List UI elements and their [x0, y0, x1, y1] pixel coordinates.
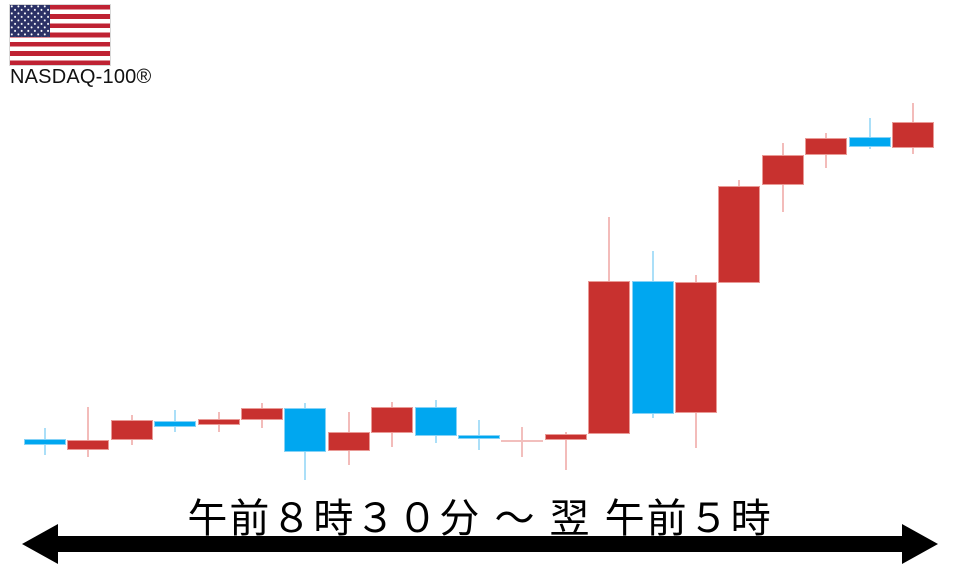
candle-body-6	[241, 408, 283, 420]
candle-body-19	[805, 138, 848, 155]
candle-wick-12	[521, 427, 524, 457]
candle-body-16	[675, 282, 717, 413]
candle-wick-2	[87, 407, 90, 457]
candle-body-7	[284, 408, 327, 452]
candle-body-2	[67, 440, 110, 450]
candle-body-13	[544, 434, 587, 440]
candle-wick-13	[564, 432, 567, 470]
candle-body-3	[110, 420, 153, 440]
candle-body-1	[24, 439, 66, 445]
candle-body-4	[154, 421, 197, 427]
candle-body-11	[458, 435, 500, 439]
double-headed-arrow-icon	[22, 524, 938, 564]
candle-body-18	[761, 155, 804, 185]
index-title: NASDAQ-100®	[10, 66, 152, 88]
candle-body-9	[371, 407, 414, 433]
candle-body-5	[197, 419, 240, 425]
candle-body-15	[631, 281, 674, 414]
us-flag-canton	[10, 5, 50, 38]
time-range-label: 午前８時３０分 ～ 翌 午前５時	[187, 497, 773, 541]
candle-body-17	[718, 186, 761, 283]
candle-wick-20	[868, 118, 871, 149]
candle-body-20	[848, 137, 891, 147]
candle-body-12	[501, 440, 544, 442]
candle-body-8	[327, 432, 370, 451]
us-flag-icon	[9, 4, 111, 66]
candle-body-21	[892, 122, 934, 148]
candle-body-14	[588, 281, 631, 434]
double-arrow-shape	[22, 524, 938, 564]
candle-body-10	[414, 407, 457, 436]
